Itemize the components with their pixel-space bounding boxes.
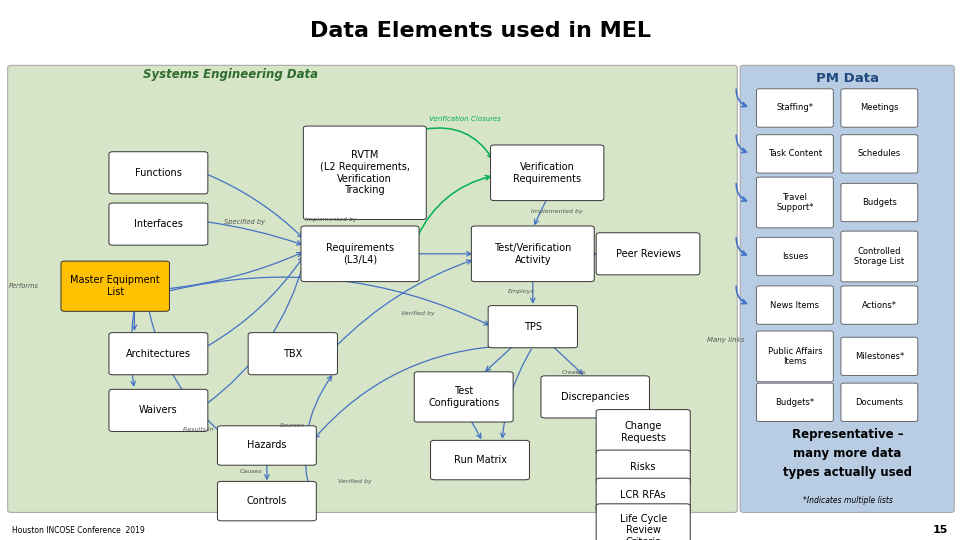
Text: Run Matrix: Run Matrix <box>453 455 507 465</box>
FancyBboxPatch shape <box>109 333 208 375</box>
Text: RVTM
(L2 Requirements,
Verification
Tracking: RVTM (L2 Requirements, Verification Trac… <box>320 151 410 195</box>
FancyBboxPatch shape <box>596 504 690 540</box>
FancyBboxPatch shape <box>303 126 426 219</box>
Text: Data Elements used in MEL: Data Elements used in MEL <box>309 21 651 41</box>
Text: TBX: TBX <box>283 349 302 359</box>
FancyBboxPatch shape <box>841 89 918 127</box>
Text: Verified by: Verified by <box>400 310 435 316</box>
FancyBboxPatch shape <box>109 389 208 431</box>
FancyBboxPatch shape <box>841 337 918 376</box>
FancyBboxPatch shape <box>8 65 737 512</box>
FancyBboxPatch shape <box>109 152 208 194</box>
Text: News Items: News Items <box>770 301 820 309</box>
Text: Employs: Employs <box>508 289 535 294</box>
FancyBboxPatch shape <box>841 135 918 173</box>
FancyBboxPatch shape <box>756 238 833 275</box>
Text: Results in: Results in <box>183 427 214 432</box>
FancyBboxPatch shape <box>218 426 317 465</box>
Text: Many links: Many links <box>708 337 744 343</box>
FancyBboxPatch shape <box>541 376 649 418</box>
Text: Creates: Creates <box>562 370 587 375</box>
Text: Architectures: Architectures <box>126 349 191 359</box>
Text: Master Equipment
List: Master Equipment List <box>70 275 160 297</box>
Text: Public Affairs
Items: Public Affairs Items <box>768 347 822 366</box>
Text: Issues: Issues <box>781 252 808 261</box>
FancyBboxPatch shape <box>756 135 833 173</box>
Text: Verification
Requirements: Verification Requirements <box>514 162 581 184</box>
Text: Systems Engineering Data: Systems Engineering Data <box>143 68 318 81</box>
Text: Representative –
many more data
types actually used: Representative – many more data types ac… <box>783 428 912 479</box>
Text: Budgets: Budgets <box>862 198 897 207</box>
Text: 15: 15 <box>933 524 948 535</box>
Text: Houston INCOSE Conference  2019: Houston INCOSE Conference 2019 <box>12 525 144 535</box>
Text: Peer Reviews: Peer Reviews <box>615 249 681 259</box>
Text: Waivers: Waivers <box>139 406 178 415</box>
Text: Discrepancies: Discrepancies <box>561 392 630 402</box>
Text: Travel
Support*: Travel Support* <box>776 193 814 212</box>
FancyBboxPatch shape <box>248 333 338 375</box>
Text: LCR RFAs: LCR RFAs <box>620 490 666 500</box>
Text: Test/Verification
Activity: Test/Verification Activity <box>494 243 571 265</box>
FancyBboxPatch shape <box>596 478 690 512</box>
FancyBboxPatch shape <box>471 226 594 281</box>
Text: Meetings: Meetings <box>860 104 899 112</box>
Text: Functions: Functions <box>135 168 181 178</box>
Text: Test
Configurations: Test Configurations <box>428 386 499 408</box>
FancyBboxPatch shape <box>740 65 954 512</box>
Text: Documents: Documents <box>855 398 903 407</box>
Text: Hazards: Hazards <box>247 441 287 450</box>
FancyBboxPatch shape <box>596 409 690 455</box>
FancyBboxPatch shape <box>756 331 833 382</box>
Text: Sources: Sources <box>280 423 305 428</box>
Text: TPS: TPS <box>524 322 541 332</box>
FancyBboxPatch shape <box>756 383 833 421</box>
FancyBboxPatch shape <box>756 89 833 127</box>
FancyBboxPatch shape <box>841 183 918 221</box>
Text: Implemented by: Implemented by <box>305 217 357 222</box>
Text: Staffing*: Staffing* <box>777 104 813 112</box>
Text: Verified by: Verified by <box>338 479 372 484</box>
FancyBboxPatch shape <box>218 482 317 521</box>
Text: Verification Closures: Verification Closures <box>429 116 500 122</box>
Text: PM Data: PM Data <box>816 72 879 85</box>
Text: Actions*: Actions* <box>862 301 897 309</box>
FancyBboxPatch shape <box>301 226 419 281</box>
Text: Schedules: Schedules <box>857 150 901 158</box>
FancyBboxPatch shape <box>841 286 918 324</box>
Text: Risks: Risks <box>631 462 656 472</box>
FancyBboxPatch shape <box>596 450 690 484</box>
FancyBboxPatch shape <box>841 383 918 421</box>
FancyBboxPatch shape <box>61 261 169 311</box>
FancyBboxPatch shape <box>430 441 529 480</box>
Text: Task Content: Task Content <box>768 150 822 158</box>
FancyBboxPatch shape <box>756 286 833 324</box>
Text: Controlled
Storage List: Controlled Storage List <box>854 247 904 266</box>
FancyBboxPatch shape <box>415 372 513 422</box>
Text: Controls: Controls <box>247 496 287 506</box>
FancyBboxPatch shape <box>756 177 833 228</box>
Bar <box>0 0 960 62</box>
Text: Change
Requests: Change Requests <box>621 421 665 443</box>
FancyBboxPatch shape <box>841 231 918 282</box>
Text: *Indicates multiple lists: *Indicates multiple lists <box>803 496 893 505</box>
Text: Performs: Performs <box>9 283 39 289</box>
FancyBboxPatch shape <box>489 306 578 348</box>
FancyBboxPatch shape <box>491 145 604 200</box>
Text: Life Cycle
Review
Criteria: Life Cycle Review Criteria <box>619 514 667 540</box>
FancyBboxPatch shape <box>596 233 700 275</box>
Text: Budgets*: Budgets* <box>776 398 814 407</box>
Text: Specified by: Specified by <box>225 219 265 226</box>
Text: Implemented by: Implemented by <box>531 209 583 214</box>
Text: Requirements
(L3/L4): Requirements (L3/L4) <box>326 243 394 265</box>
Text: Causes: Causes <box>239 469 262 475</box>
Text: Interfaces: Interfaces <box>134 219 182 229</box>
FancyBboxPatch shape <box>109 203 208 245</box>
Text: Milestones*: Milestones* <box>854 352 904 361</box>
